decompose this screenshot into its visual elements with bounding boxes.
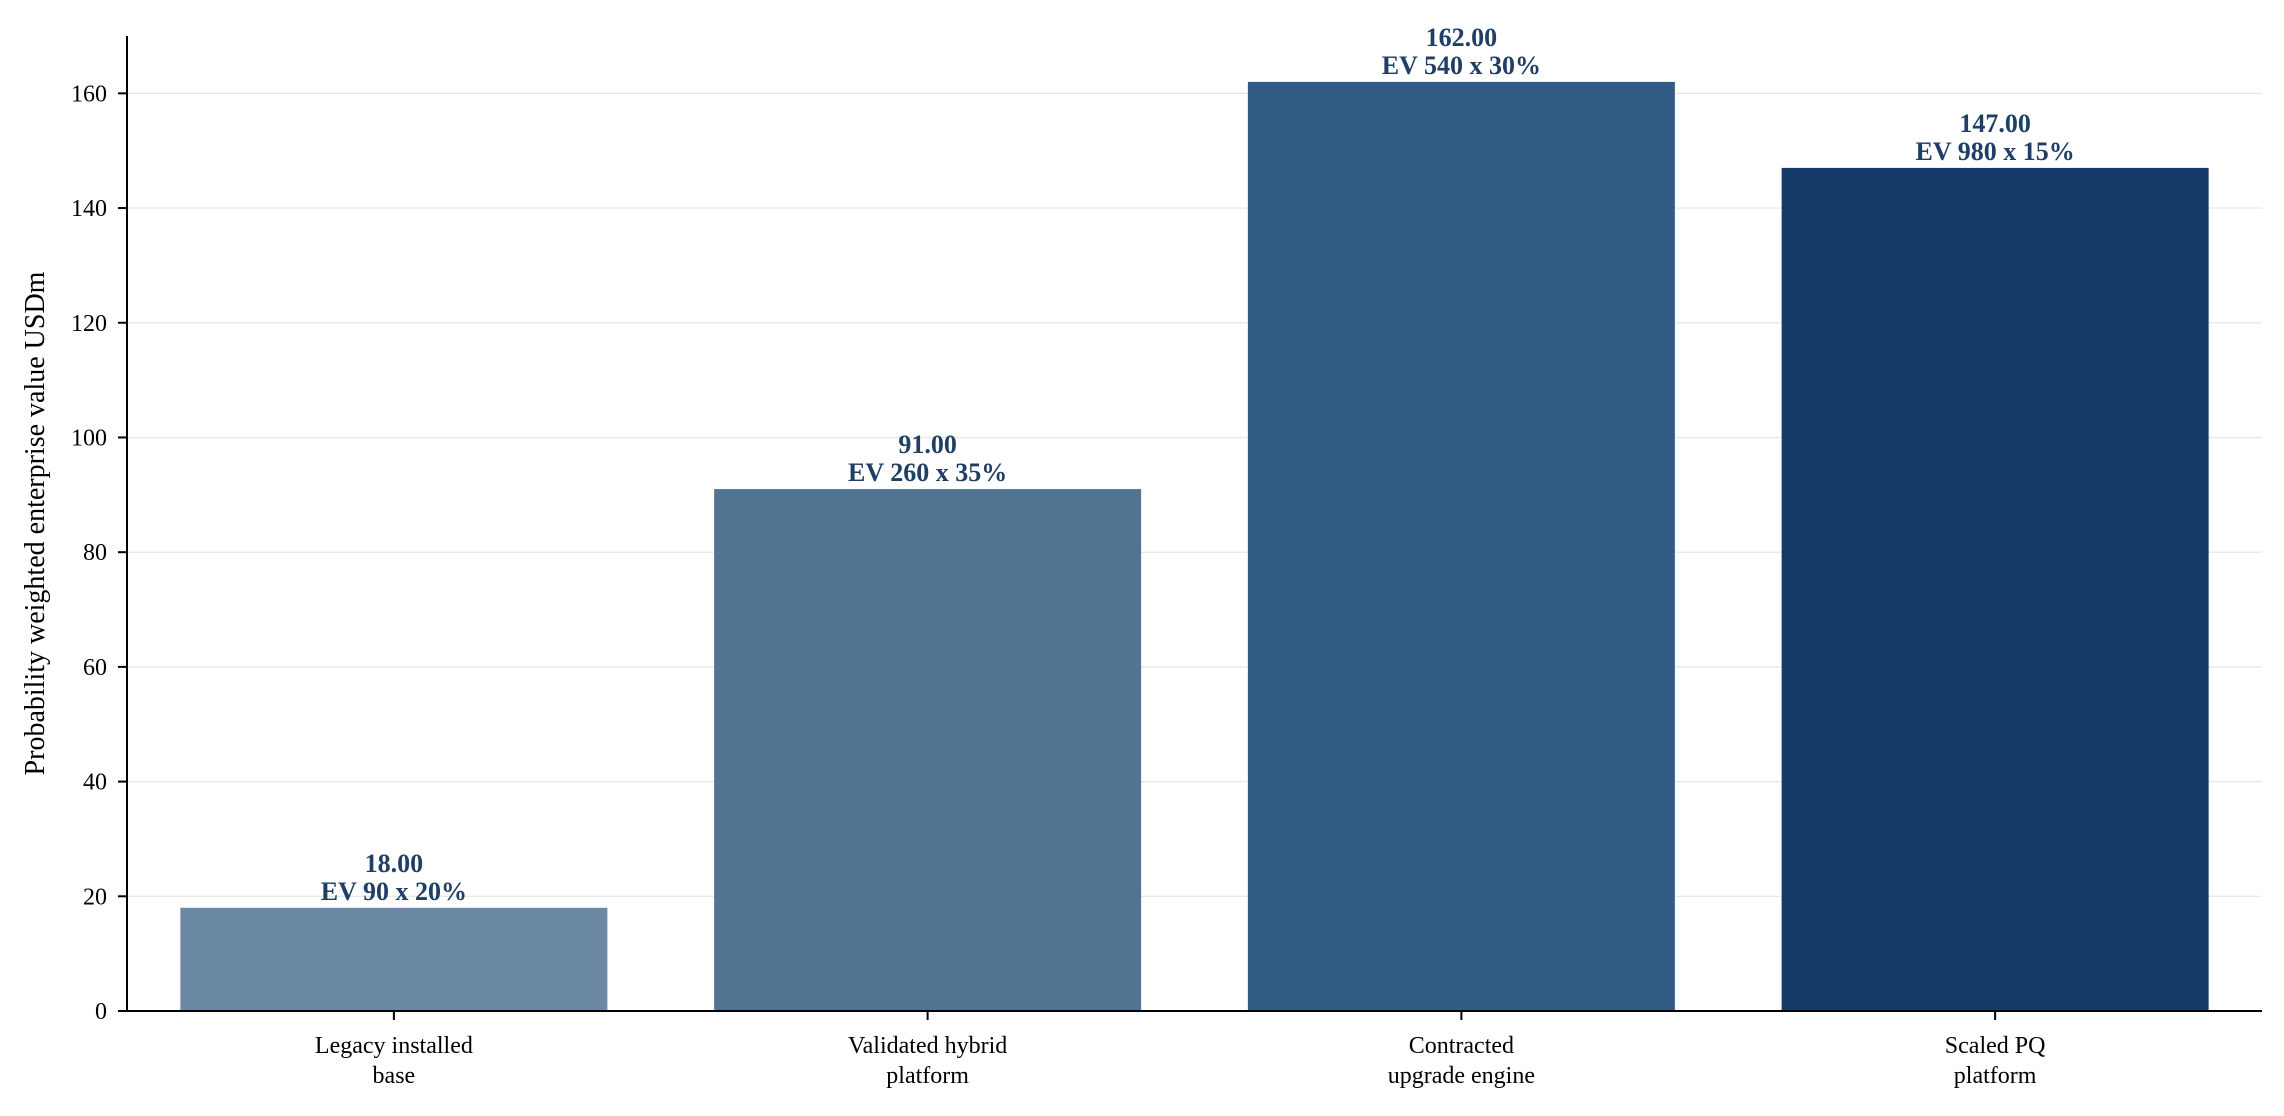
value-label: 147.00 [1959, 109, 2031, 138]
y-axis-title: Probability weighted enterprise value US… [20, 271, 51, 775]
ev-annotation: EV 540 x 30% [1382, 51, 1541, 80]
category-label-line: Contracted [1409, 1033, 1514, 1059]
category-label-line: platform [886, 1063, 969, 1089]
category-label-line: Validated hybrid [848, 1033, 1007, 1059]
bar [714, 489, 1142, 1011]
value-label: 162.00 [1426, 23, 1498, 52]
y-tick-label: 20 [83, 884, 107, 910]
y-tick-label: 80 [83, 540, 107, 566]
category-label: Contracted upgrade engine [1388, 1033, 1535, 1089]
y-tick-label: 40 [83, 770, 107, 796]
grid-lines [127, 92, 2262, 897]
category-label-line: platform [1954, 1063, 2037, 1089]
ev-annotation: EV 260 x 35% [848, 458, 1007, 487]
category-label: Validated hybrid platform [848, 1033, 1007, 1089]
ev-annotation: EV 90 x 20% [321, 877, 467, 906]
category-label: Legacy installed base [315, 1033, 473, 1089]
bar [180, 907, 608, 1011]
bars [180, 81, 2209, 1012]
data-labels: 18.00 EV 90 x 20%91.00 EV 260 x 35%162.00 E… [321, 23, 2075, 906]
y-tick-label: 0 [95, 999, 107, 1025]
value-label: 18.00 [365, 849, 424, 878]
bar [1781, 167, 2209, 1012]
data-label: 18.00 EV 90 x 20% [321, 849, 467, 906]
category-label-line: Legacy installed [315, 1033, 473, 1059]
y-tick-label: 140 [71, 196, 107, 222]
y-tick-label: 160 [71, 81, 107, 107]
category-label-line: Scaled PQ [1945, 1033, 2046, 1059]
value-label: 91.00 [898, 430, 957, 459]
category-label-line: base [373, 1063, 416, 1089]
category-label-line: upgrade engine [1388, 1063, 1535, 1089]
data-label: 147.00 EV 980 x 15% [1916, 109, 2075, 166]
bar [1247, 81, 1675, 1012]
axes: 0 20 40 60 80 100 120 140 160 Legacy installed bas… [71, 36, 2262, 1089]
data-label: 91.00 EV 260 x 35% [848, 430, 1007, 487]
category-label: Scaled PQ platform [1945, 1033, 2046, 1089]
y-tick-label: 120 [71, 311, 107, 337]
ev-annotation: EV 980 x 15% [1916, 137, 2075, 166]
y-tick-label: 60 [83, 655, 107, 681]
data-label: 162.00 EV 540 x 30% [1382, 23, 1541, 80]
y-tick-label: 100 [71, 425, 107, 451]
